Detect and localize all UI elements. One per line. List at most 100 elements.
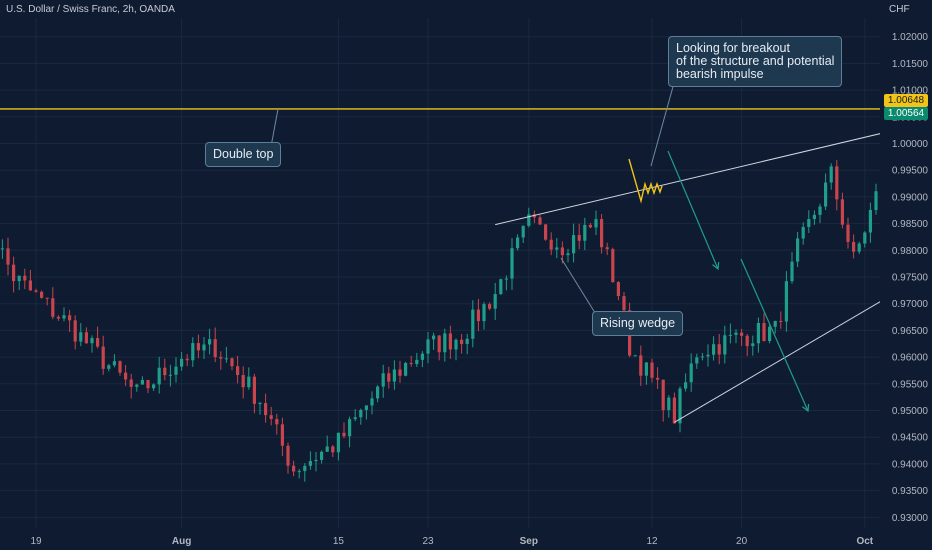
time-axis-panel xyxy=(0,528,932,550)
candle-body xyxy=(28,280,32,291)
candle-body xyxy=(482,304,486,322)
candle-body xyxy=(180,358,184,367)
candle-body xyxy=(202,344,206,351)
candle-body xyxy=(353,417,357,420)
candle-body xyxy=(376,386,380,399)
y-tick-label: 0.96500 xyxy=(892,326,929,337)
x-tick-label: 19 xyxy=(30,536,42,547)
candle-body xyxy=(510,248,514,279)
candle-body xyxy=(756,323,760,344)
candle-body xyxy=(768,326,772,342)
candle-body xyxy=(689,363,693,383)
candle-body xyxy=(264,403,268,416)
candle-body xyxy=(90,338,94,344)
candle-body xyxy=(415,359,419,365)
candle-body xyxy=(107,365,111,369)
candle-body xyxy=(157,367,161,385)
candle-body xyxy=(303,465,307,472)
candle-body xyxy=(241,375,245,388)
candle-body xyxy=(572,235,576,254)
candle-body xyxy=(611,249,615,283)
grid xyxy=(0,18,880,528)
candle-body xyxy=(68,315,72,321)
candle-body xyxy=(247,376,251,388)
candle-body xyxy=(101,346,105,369)
candle-body xyxy=(740,332,744,336)
y-tick-label: 0.96000 xyxy=(892,353,929,364)
currency-label: CHF xyxy=(889,4,910,15)
candle-body xyxy=(73,320,77,342)
candle-body xyxy=(818,206,822,215)
candle-body xyxy=(17,275,21,282)
y-tick-label: 0.97000 xyxy=(892,299,929,310)
candle-body xyxy=(504,278,508,280)
candle-body xyxy=(269,415,273,420)
y-tick-label: 1.01500 xyxy=(892,59,929,70)
candle-body xyxy=(196,343,200,351)
candle-body xyxy=(471,309,475,339)
candle-body xyxy=(230,358,234,367)
breakout-pointer xyxy=(650,82,675,167)
candle-body xyxy=(835,166,839,200)
y-tick-label: 0.95000 xyxy=(892,406,929,417)
candle-body xyxy=(213,339,217,358)
candle-body xyxy=(476,309,480,322)
candle-body xyxy=(639,355,643,376)
candle-body xyxy=(874,191,878,211)
candle-body xyxy=(488,304,492,309)
candle-body xyxy=(420,353,424,360)
candle-body xyxy=(695,357,699,364)
candle-body xyxy=(381,373,385,387)
candle-body xyxy=(258,403,262,405)
double-top-label[interactable]: Double top xyxy=(205,142,282,167)
candle-body xyxy=(728,334,732,336)
x-tick-label: 15 xyxy=(333,536,345,547)
candle-body xyxy=(348,419,352,437)
candle-body xyxy=(208,339,212,345)
candle-body xyxy=(846,224,850,242)
candle-body xyxy=(678,388,682,424)
candle-body xyxy=(314,459,318,462)
candle-body xyxy=(762,323,766,342)
candle-body xyxy=(644,362,648,376)
y-tick-label: 0.99000 xyxy=(892,192,929,203)
candle-body xyxy=(667,397,671,411)
breakout-note[interactable]: Looking for breakout of the structure an… xyxy=(668,36,843,87)
candle-body xyxy=(140,380,144,385)
rising-wedge-label[interactable]: Rising wedge xyxy=(592,311,684,336)
candle-body xyxy=(824,182,828,207)
candle-body xyxy=(185,358,189,361)
candle-body xyxy=(398,369,402,376)
y-tick-label: 0.93500 xyxy=(892,486,929,497)
candle-body xyxy=(616,282,620,297)
candle-body xyxy=(751,343,755,347)
candle-body xyxy=(555,247,559,250)
x-tick-label: 23 xyxy=(422,536,434,547)
x-tick-label: 20 xyxy=(736,536,748,547)
candle-body xyxy=(812,214,816,220)
candle-body xyxy=(549,239,553,250)
candle-body xyxy=(734,332,738,335)
candle-body xyxy=(6,248,10,265)
candle-body xyxy=(297,471,301,473)
candle-body xyxy=(588,224,592,228)
candle-body xyxy=(460,339,464,345)
candle-body xyxy=(443,333,447,353)
candle-body xyxy=(684,382,688,389)
candle-body xyxy=(807,219,811,227)
pair-title: U.S. Dollar / Swiss Franc, 2h, OANDA xyxy=(6,4,175,15)
candle-body xyxy=(448,333,452,350)
candle-body xyxy=(801,226,805,239)
candle-body xyxy=(56,316,60,319)
x-tick-label: 12 xyxy=(646,536,658,547)
candle-body xyxy=(829,166,833,183)
candle-body xyxy=(23,275,27,281)
candle-body xyxy=(219,357,223,359)
candle-body xyxy=(135,384,139,387)
candle-body xyxy=(723,335,727,355)
candle-body xyxy=(84,332,88,344)
x-tick-label: Oct xyxy=(856,536,873,547)
